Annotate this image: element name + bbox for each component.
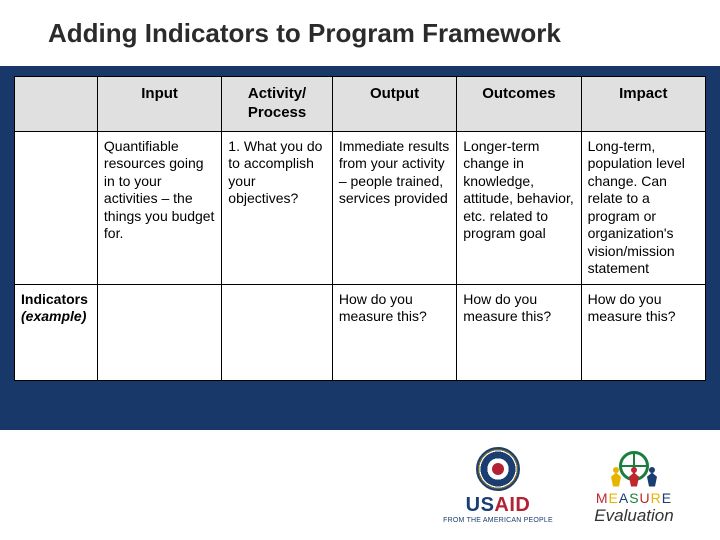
indicators-output: How do you measure this? <box>332 284 456 380</box>
measure-mark-icon <box>609 447 659 487</box>
desc-rowlabel <box>15 131 98 284</box>
usaid-tagline: FROM THE AMERICAN PEOPLE <box>443 517 553 524</box>
desc-process: 1. What you do to accomplish your object… <box>222 131 333 284</box>
indicators-impact: How do you measure this? <box>581 284 705 380</box>
header-process: Activity/ Process <box>222 77 333 132</box>
header-outcomes: Outcomes <box>457 77 581 132</box>
logo-strip: USAID FROM THE AMERICAN PEOPLE MEASURE E… <box>0 430 720 540</box>
indicators-outcomes: How do you measure this? <box>457 284 581 380</box>
measure-figure-icon <box>611 467 621 489</box>
usaid-wordmark: USAID <box>466 495 531 515</box>
framework-table: Input Activity/ Process Output Outcomes … <box>14 76 706 381</box>
indicators-label-line2: (example) <box>21 308 86 324</box>
desc-output: Immediate results from your activity – p… <box>332 131 456 284</box>
indicators-row: Indicators (example) How do you measure … <box>15 284 706 380</box>
indicators-process <box>222 284 333 380</box>
header-impact: Impact <box>581 77 705 132</box>
desc-impact: Long-term, population level change. Can … <box>581 131 705 284</box>
indicators-label-line1: Indicators <box>21 291 88 307</box>
usaid-word-left: US <box>466 495 495 515</box>
table-header-row: Input Activity/ Process Output Outcomes … <box>15 77 706 132</box>
header-output: Output <box>332 77 456 132</box>
measure-logo: MEASURE Evaluation <box>574 447 694 524</box>
indicators-rowlabel: Indicators (example) <box>15 284 98 380</box>
indicators-input <box>97 284 221 380</box>
page-title: Adding Indicators to Program Framework <box>48 18 561 49</box>
header-input: Input <box>97 77 221 132</box>
measure-subtitle: Evaluation <box>594 507 673 524</box>
desc-input: Quantifiable resources going in to your … <box>97 131 221 284</box>
title-bar: Adding Indicators to Program Framework <box>0 0 720 66</box>
usaid-seal-icon <box>476 447 520 491</box>
desc-outcomes: Longer-term change in knowledge, attitud… <box>457 131 581 284</box>
measure-wordmark: MEASURE <box>596 491 672 505</box>
header-rowlabel <box>15 77 98 132</box>
usaid-logo: USAID FROM THE AMERICAN PEOPLE <box>438 447 558 524</box>
measure-figure-icon <box>647 467 657 489</box>
usaid-word-right: AID <box>494 495 530 515</box>
description-row: Quantifiable resources going in to your … <box>15 131 706 284</box>
framework-table-wrap: Input Activity/ Process Output Outcomes … <box>14 76 706 381</box>
measure-figure-icon <box>629 467 639 489</box>
